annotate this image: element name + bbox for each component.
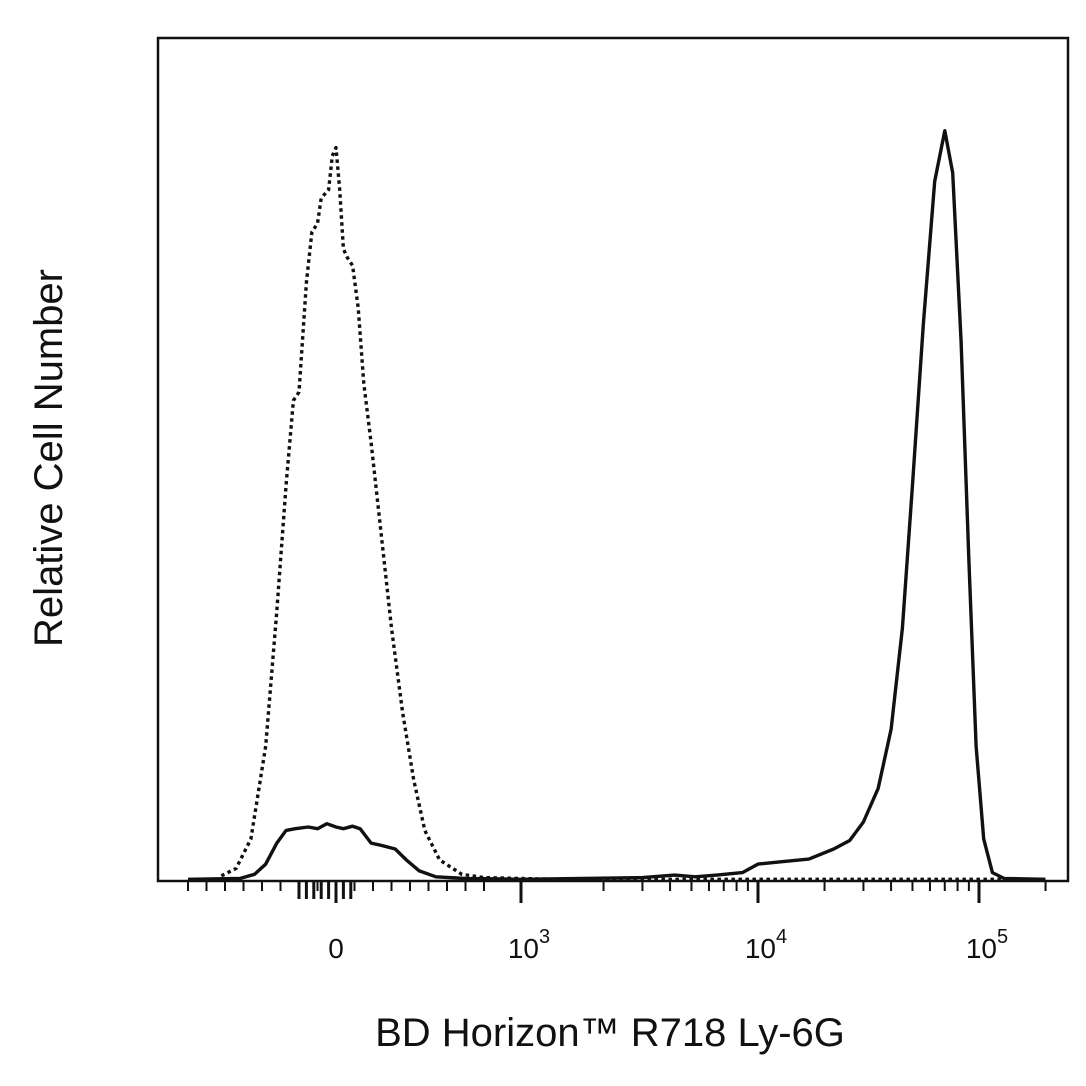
x-tick-label: 103	[508, 926, 550, 964]
x-tick-label: 104	[745, 926, 787, 964]
series-dotted-line	[220, 145, 1046, 881]
x-tick-labels: 0 103 104 105	[328, 926, 1008, 964]
series-layer	[187, 129, 1046, 881]
series-solid-line	[187, 129, 1046, 881]
plot-frame	[156, 36, 1070, 883]
x-major-ticks	[334, 881, 981, 903]
x-axis-title: BD Horizon™ R718 Ly-6G	[375, 1011, 845, 1055]
x-tick-label: 105	[966, 926, 1008, 964]
x-tick-label: 0	[328, 933, 344, 964]
y-axis-title: Relative Cell Number	[27, 269, 71, 647]
x-minor-ticks	[187, 881, 1047, 899]
